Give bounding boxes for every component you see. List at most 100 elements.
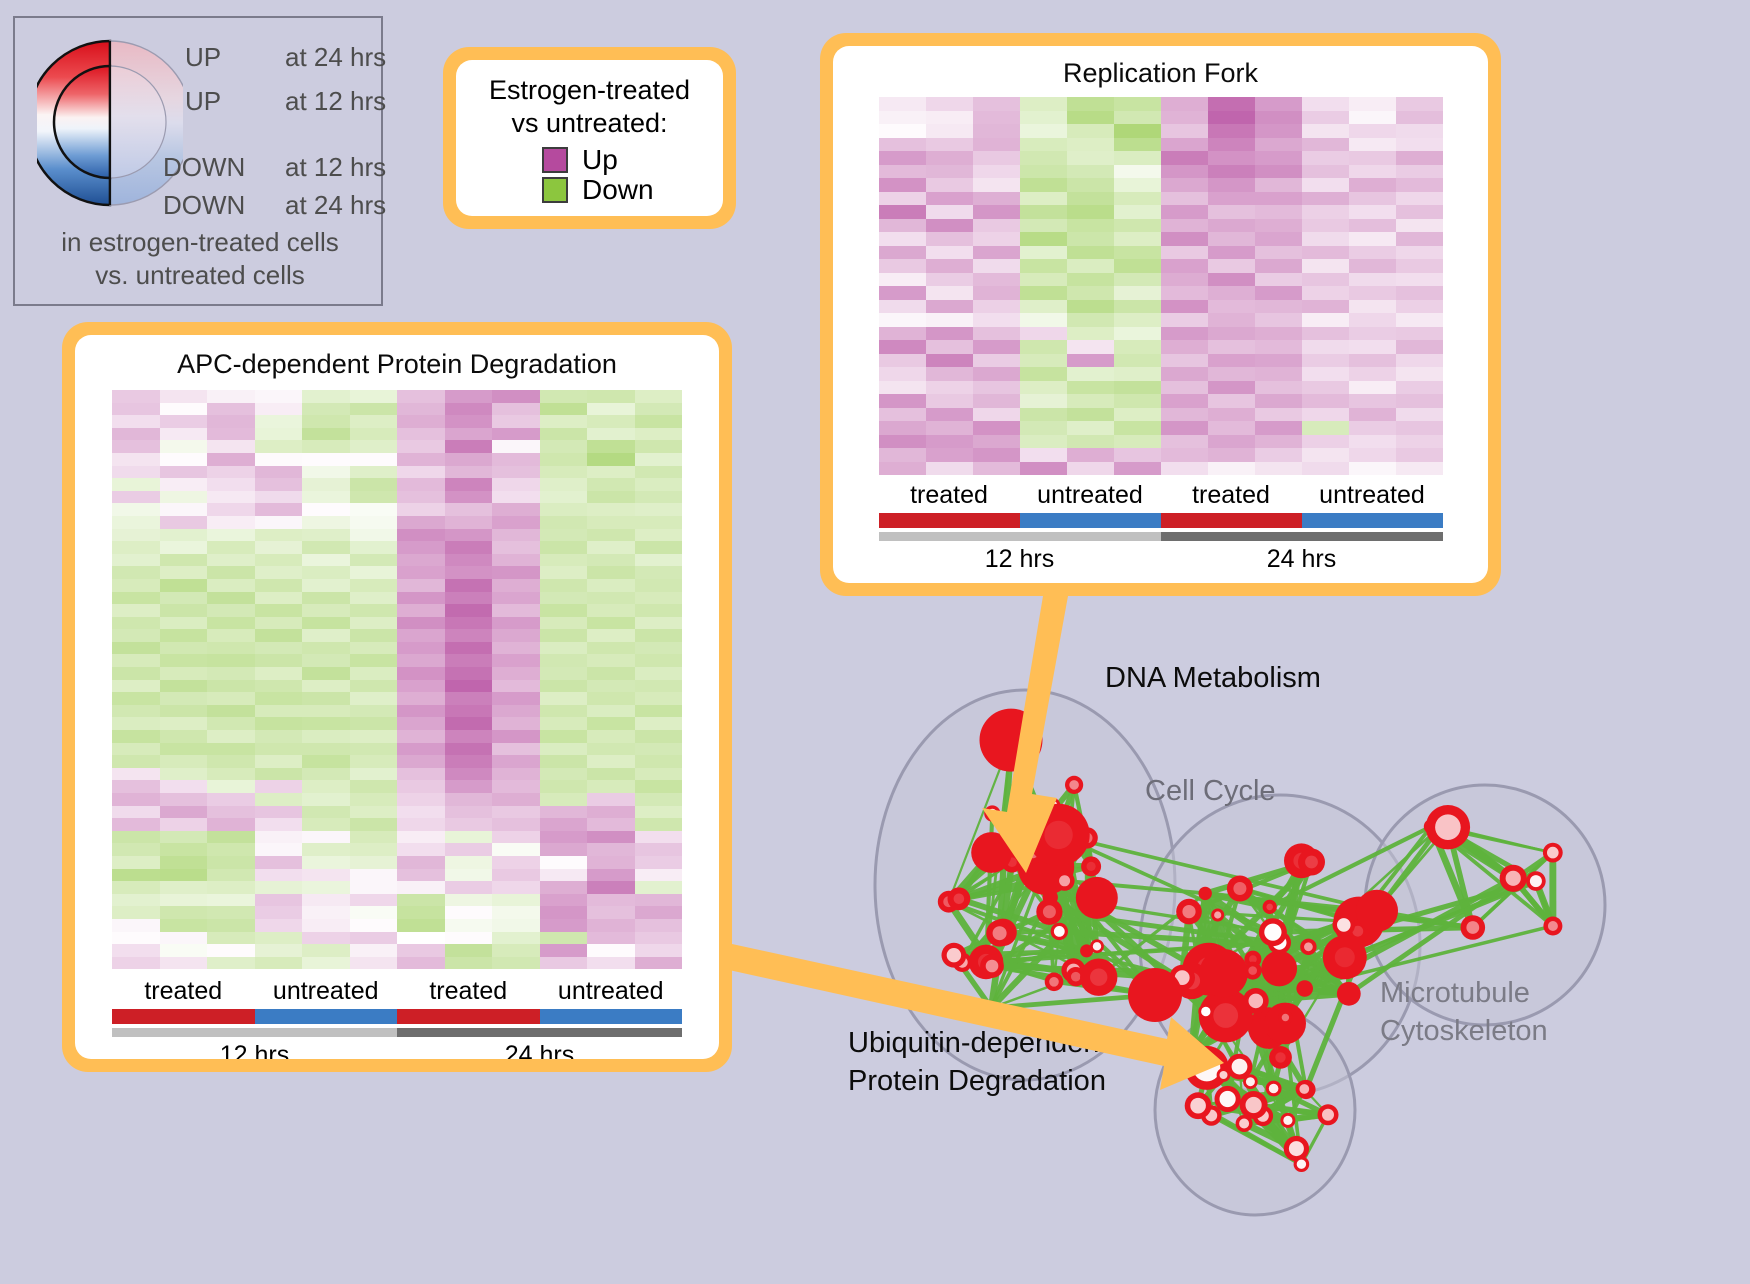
heat-cell xyxy=(1349,313,1396,327)
heat-cell xyxy=(112,466,160,479)
heat-cell xyxy=(1114,435,1161,449)
network-node-core xyxy=(1264,924,1281,941)
network-node xyxy=(1356,890,1398,932)
heat-cell xyxy=(397,869,445,882)
heat-cell xyxy=(540,743,588,756)
heat-cell xyxy=(255,755,303,768)
network-node-core xyxy=(1090,969,1107,986)
heat-cell xyxy=(1302,273,1349,287)
heat-cell xyxy=(302,491,350,504)
heat-cell xyxy=(207,592,255,605)
heat-cell xyxy=(1067,178,1114,192)
heat-cell xyxy=(540,919,588,932)
heat-cell xyxy=(207,843,255,856)
heat-cell xyxy=(492,541,540,554)
condition-bar-segment xyxy=(1020,513,1161,528)
heat-cell xyxy=(207,680,255,693)
heat-cell xyxy=(112,881,160,894)
heat-cell xyxy=(492,491,540,504)
heat-cell xyxy=(587,730,635,743)
cluster-label-microtubule-cytoskeleton: Microtubule Cytoskeleton xyxy=(1380,975,1548,1050)
heat-cell xyxy=(160,654,208,667)
network-node-core xyxy=(1071,972,1081,982)
heat-cell xyxy=(973,151,1020,165)
heat-cell xyxy=(587,881,635,894)
heat-cell xyxy=(397,541,445,554)
heat-cell xyxy=(1302,367,1349,381)
heat-cell xyxy=(635,881,683,894)
down-swatch-icon xyxy=(542,177,568,203)
heat-cell xyxy=(350,894,398,907)
heat-cell xyxy=(635,642,683,655)
heat-cell xyxy=(112,667,160,680)
heat-cell xyxy=(1114,205,1161,219)
heat-cell xyxy=(492,453,540,466)
heat-cell xyxy=(207,894,255,907)
heat-cell xyxy=(255,403,303,416)
heat-cell xyxy=(350,831,398,844)
heat-cell xyxy=(1255,367,1302,381)
heat-cell xyxy=(445,869,493,882)
heat-cell xyxy=(160,642,208,655)
heat-cell xyxy=(1396,340,1443,354)
heat-cell xyxy=(587,743,635,756)
heat-cell xyxy=(635,629,683,642)
heat-cell xyxy=(1208,232,1255,246)
heat-cell xyxy=(1161,192,1208,206)
network-node-core xyxy=(1059,875,1070,886)
heat-cell xyxy=(1302,462,1349,476)
heat-cell xyxy=(160,717,208,730)
heat-cell xyxy=(879,394,926,408)
heat-cell xyxy=(255,869,303,882)
heat-cell xyxy=(255,831,303,844)
heat-cell xyxy=(112,843,160,856)
heat-cell xyxy=(1114,219,1161,233)
heat-cell xyxy=(635,806,683,819)
network-node xyxy=(1076,877,1118,919)
key-footer-line1: in estrogen-treated cells xyxy=(15,226,385,259)
heat-cell xyxy=(160,667,208,680)
heat-cell xyxy=(255,541,303,554)
heat-cell xyxy=(587,466,635,479)
heat-cell xyxy=(1208,286,1255,300)
cluster-label-ub-line2: Protein Degradation xyxy=(848,1063,1108,1101)
heat-cell xyxy=(350,780,398,793)
heat-cell xyxy=(926,327,973,341)
heat-cell xyxy=(1208,394,1255,408)
heat-cell xyxy=(350,806,398,819)
heat-cell xyxy=(160,743,208,756)
legend-label-down: Down xyxy=(582,176,654,204)
heat-cell xyxy=(1067,124,1114,138)
heat-cell xyxy=(492,743,540,756)
heat-cell xyxy=(302,818,350,831)
heat-cell xyxy=(160,957,208,970)
heat-cell xyxy=(160,503,208,516)
heat-cell xyxy=(302,906,350,919)
heat-cell xyxy=(302,780,350,793)
network-node-core xyxy=(1466,921,1479,934)
heat-cell xyxy=(160,529,208,542)
heat-cell xyxy=(1161,408,1208,422)
heat-cell xyxy=(112,529,160,542)
heat-cell xyxy=(1255,97,1302,111)
heat-cell xyxy=(879,97,926,111)
heat-cell xyxy=(879,300,926,314)
heat-cell xyxy=(587,932,635,945)
network-node-core xyxy=(1246,1077,1255,1086)
heat-cell xyxy=(540,881,588,894)
heat-cell xyxy=(350,957,398,970)
heat-cell xyxy=(973,421,1020,435)
heat-cell xyxy=(973,327,1020,341)
heat-cell xyxy=(1349,219,1396,233)
heat-cell xyxy=(397,629,445,642)
network-node-core xyxy=(1289,1141,1304,1156)
heat-cell xyxy=(1067,462,1114,476)
network-node-core xyxy=(1283,1116,1292,1125)
heat-cell xyxy=(1302,246,1349,260)
heat-cell xyxy=(1302,124,1349,138)
heat-cell xyxy=(1396,394,1443,408)
heat-cell xyxy=(635,516,683,529)
heat-cell xyxy=(635,680,683,693)
heat-cell xyxy=(1208,205,1255,219)
